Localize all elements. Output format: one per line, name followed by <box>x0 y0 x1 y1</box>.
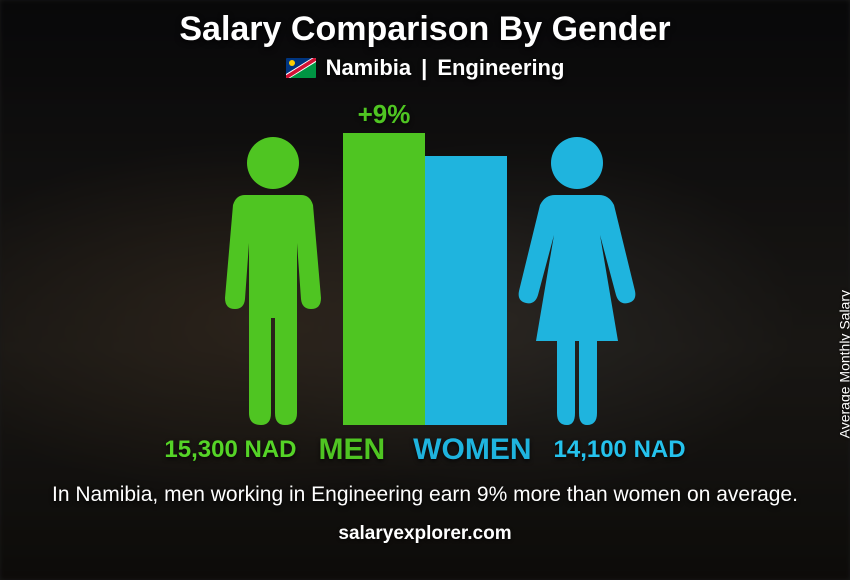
men-group: +9% <box>203 133 425 425</box>
country-label: Namibia <box>326 55 412 81</box>
separator: | <box>421 55 427 81</box>
men-salary: 15,300 NAD <box>164 436 296 464</box>
page-title: Salary Comparison By Gender <box>0 0 850 49</box>
women-salary: 14,100 NAD <box>554 436 686 464</box>
men-bar: +9% <box>343 133 425 425</box>
labels-row: 15,300 NAD MEN WOMEN 14,100 NAD <box>65 433 785 467</box>
namibia-flag-icon <box>286 58 316 78</box>
source-label: salaryexplorer.com <box>0 523 850 545</box>
women-bar <box>425 133 507 425</box>
woman-icon <box>507 133 647 425</box>
difference-label: +9% <box>358 99 411 130</box>
chart-area: +9% <box>105 95 745 425</box>
men-label: MEN <box>319 433 386 467</box>
man-icon <box>203 133 343 425</box>
subtitle: Namibia | Engineering <box>0 55 850 81</box>
sector-label: Engineering <box>437 55 564 81</box>
y-axis-label: Average Monthly Salary <box>836 290 850 438</box>
women-label: WOMEN <box>413 433 531 467</box>
women-group <box>425 133 647 425</box>
infographic-content: Salary Comparison By Gender Namibia | En… <box>0 0 850 580</box>
description-text: In Namibia, men working in Engineering e… <box>45 481 805 509</box>
